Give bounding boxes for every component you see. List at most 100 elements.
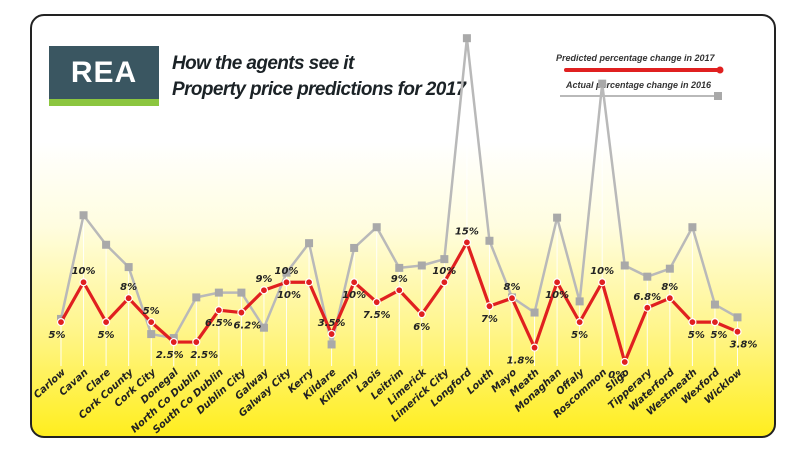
logo-green-bar <box>49 99 159 106</box>
data-label: 6.5% <box>205 318 233 329</box>
data-label: 0% <box>608 370 625 381</box>
actual-point <box>665 264 674 273</box>
predicted-point <box>575 318 584 327</box>
predicted-point <box>169 337 178 347</box>
actual-point <box>102 240 111 249</box>
data-label: 6% <box>413 322 430 333</box>
data-label: 5% <box>688 330 705 341</box>
data-label: 7% <box>481 314 498 325</box>
actual-point <box>530 308 539 317</box>
actual-point <box>147 330 156 339</box>
data-label: 8% <box>120 282 137 293</box>
actual-point <box>462 34 471 43</box>
data-label: 10% <box>277 290 301 301</box>
predicted-point <box>688 318 697 327</box>
predicted-point <box>598 278 607 287</box>
predicted-point <box>327 329 336 339</box>
data-label: 6.2% <box>234 321 262 332</box>
predicted-point <box>395 286 404 295</box>
legend-predicted-marker <box>716 66 724 74</box>
data-label: 10% <box>275 266 299 277</box>
data-label: 5% <box>710 330 727 341</box>
data-label: 9% <box>255 274 272 285</box>
predicted-point <box>192 337 201 347</box>
actual-point <box>733 313 742 322</box>
predicted-point <box>304 278 314 287</box>
data-label: 5% <box>571 330 588 341</box>
predicted-point <box>147 318 156 327</box>
actual-point <box>553 213 562 222</box>
actual-point <box>350 243 359 252</box>
actual-point <box>282 268 291 277</box>
predicted-point <box>530 343 539 352</box>
actual-point <box>440 255 449 264</box>
data-label: 10% <box>342 290 366 301</box>
data-label: 3.5% <box>318 318 346 329</box>
actual-point <box>395 263 404 272</box>
actual-point <box>620 261 629 270</box>
actual-point <box>643 272 652 281</box>
predicted-point <box>237 308 246 317</box>
data-label: 8% <box>661 282 678 293</box>
data-label: 10% <box>590 266 614 277</box>
data-label: 9% <box>391 274 408 285</box>
actual-point <box>214 288 223 297</box>
predicted-point <box>417 310 426 319</box>
predicted-point <box>372 298 381 307</box>
chart-title: How the agents see it <box>172 53 354 74</box>
data-label: 3.8% <box>730 340 758 351</box>
predicted-point <box>440 278 449 287</box>
rea-logo: REA <box>49 46 159 106</box>
actual-point <box>237 288 246 297</box>
predicted-point <box>665 294 674 303</box>
logo-text: REA <box>70 56 138 89</box>
actual-point <box>417 261 426 270</box>
actual-point <box>575 297 584 306</box>
data-label: 5% <box>143 306 160 317</box>
predicted-point <box>462 238 471 247</box>
actual-point <box>305 239 314 248</box>
predicted-point <box>350 278 359 287</box>
legend-actual-label: Actual percentage change in 2016 <box>566 80 712 90</box>
actual-point <box>372 223 381 232</box>
predicted-point <box>282 278 291 287</box>
data-label: 10% <box>72 266 96 277</box>
predicted-point <box>56 318 66 327</box>
actual-point <box>485 236 494 245</box>
predicted-point <box>214 306 223 315</box>
predicted-point <box>101 318 111 327</box>
data-label: 15% <box>455 226 479 237</box>
actual-point <box>327 340 336 349</box>
predicted-point <box>485 302 494 311</box>
actual-point <box>124 263 133 272</box>
predicted-point <box>507 294 517 303</box>
data-label: 7.5% <box>363 310 391 321</box>
data-label: 5% <box>49 330 66 341</box>
actual-point <box>259 323 268 332</box>
actual-point <box>688 223 697 232</box>
data-label: 2.5% <box>190 350 218 361</box>
data-label: 8% <box>504 282 521 293</box>
predicted-point <box>620 357 629 367</box>
data-label: 1.8% <box>507 356 535 367</box>
chart-subtitle: Property price predictions for 2017 <box>172 79 466 100</box>
actual-point <box>598 79 607 88</box>
actual-point <box>710 300 719 309</box>
predicted-point <box>710 318 720 327</box>
predicted-point <box>552 278 562 287</box>
data-label: 10% <box>432 266 456 277</box>
legend-predicted-label: Predicted percentage change in 2017 <box>556 53 715 63</box>
data-label: 6.8% <box>633 292 661 303</box>
predicted-point <box>124 294 133 303</box>
predicted-point <box>259 286 269 295</box>
data-label: 5% <box>98 330 115 341</box>
actual-point <box>79 211 88 220</box>
data-label: 2.5% <box>156 350 184 361</box>
data-label: 10% <box>545 290 569 301</box>
actual-point <box>192 293 201 302</box>
predicted-point <box>79 278 88 287</box>
legend-actual-marker <box>714 92 722 100</box>
predicted-point <box>643 303 652 312</box>
predicted-point <box>733 327 742 336</box>
